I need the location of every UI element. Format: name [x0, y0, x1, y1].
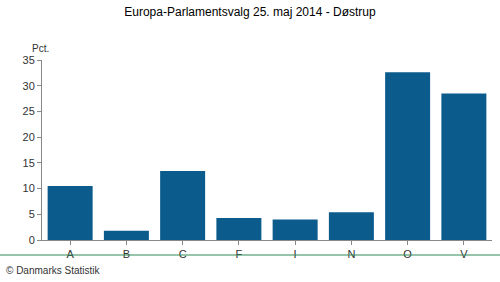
svg-text:C: C: [179, 248, 187, 260]
svg-text:N: N: [347, 248, 355, 260]
svg-text:30: 30: [23, 80, 35, 92]
svg-text:35: 35: [23, 54, 35, 66]
svg-text:O: O: [403, 248, 412, 260]
svg-text:15: 15: [23, 157, 35, 169]
svg-text:A: A: [66, 248, 74, 260]
svg-text:Pct.: Pct.: [32, 43, 49, 54]
svg-text:B: B: [123, 248, 130, 260]
svg-text:10: 10: [23, 182, 35, 194]
svg-text:25: 25: [23, 105, 35, 117]
svg-text:I: I: [294, 248, 297, 260]
svg-text:Europa-Parlamentsvalg 25. maj: Europa-Parlamentsvalg 25. maj 2014 - Døs…: [124, 5, 376, 19]
svg-text:© Danmarks Statistik: © Danmarks Statistik: [6, 265, 101, 276]
svg-text:F: F: [236, 248, 243, 260]
svg-text:20: 20: [23, 131, 35, 143]
svg-text:0: 0: [29, 234, 35, 246]
svg-text:V: V: [460, 248, 468, 260]
svg-text:5: 5: [29, 208, 35, 220]
